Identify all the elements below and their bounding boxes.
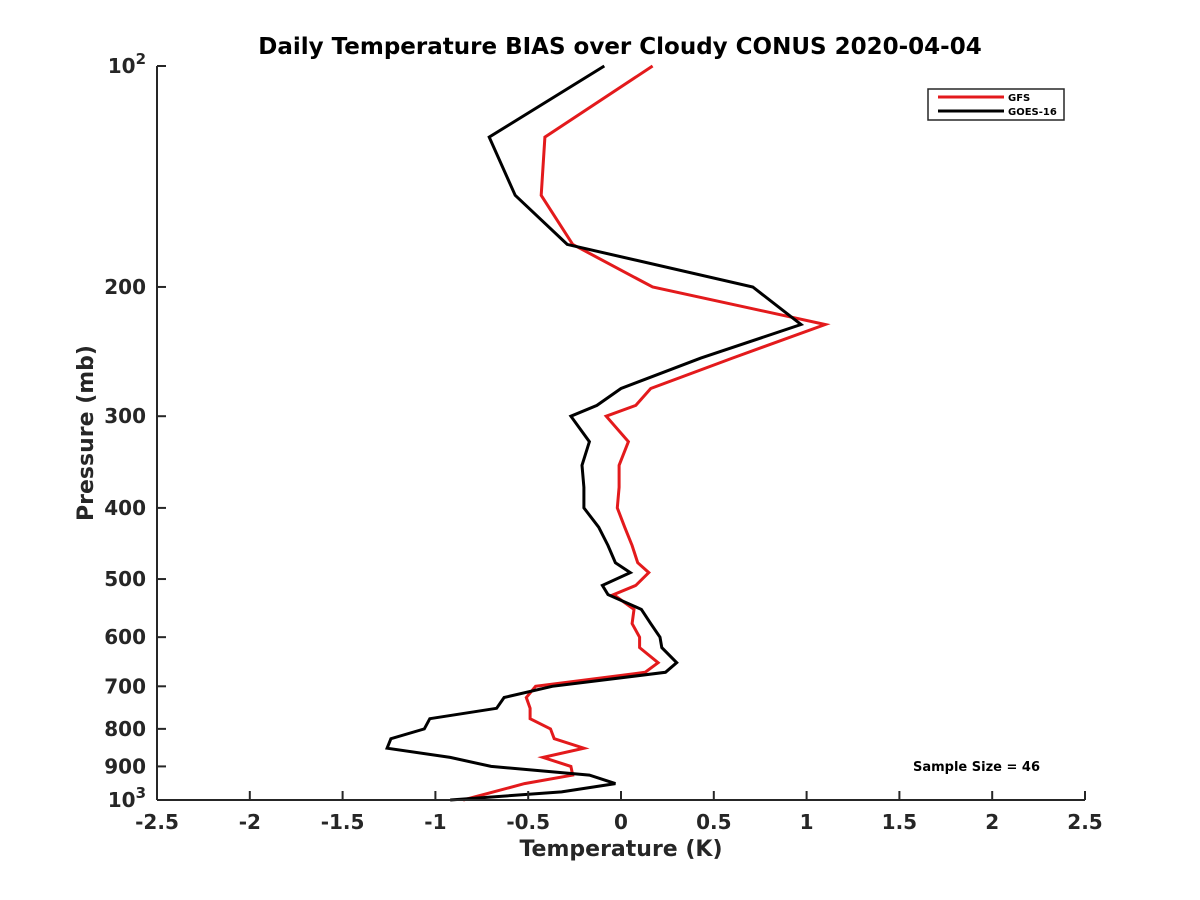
legend-label-goes-16: GOES-16 — [1008, 107, 1057, 118]
x-tick-label: 1.5 — [882, 810, 917, 834]
series-line-goes-16 — [385, 64, 805, 802]
y-tick-label: 900 — [104, 754, 146, 778]
x-axis-title: Temperature (K) — [519, 837, 722, 862]
y-tick-exponent: 3 — [136, 784, 146, 802]
y-tick-label: 400 — [104, 496, 146, 520]
y-axis-title: Pressure (mb) — [74, 345, 99, 521]
y-tick-label: 102 — [108, 50, 146, 78]
y-tick-label: 103 — [108, 784, 146, 812]
x-tick-label: -1 — [424, 810, 446, 834]
y-tick-label: 300 — [104, 404, 146, 428]
y-tick-base: 10 — [108, 54, 136, 78]
y-tick-label: 500 — [104, 567, 146, 591]
x-tick-label: 1 — [800, 810, 814, 834]
chart-title: Daily Temperature BIAS over Cloudy CONUS… — [258, 34, 981, 60]
y-tick-label: 700 — [104, 674, 146, 698]
series-line-gfs — [462, 64, 831, 802]
x-tick-label: 2.5 — [1067, 810, 1102, 834]
x-tick-label: 0 — [614, 810, 628, 834]
x-ticks: -2.5 -2 -1.5 -1 -0.5 0 0.5 1 1.5 2 2.5 — [135, 791, 1103, 834]
x-tick-label: -0.5 — [506, 810, 550, 834]
legend-label-gfs: GFS — [1008, 93, 1030, 104]
x-tick-label: -2.5 — [135, 810, 179, 834]
y-tick-label: 600 — [104, 625, 146, 649]
x-tick-label: -2 — [239, 810, 261, 834]
x-tick-label: 2 — [985, 810, 999, 834]
y-tick-exponent: 2 — [136, 50, 146, 68]
plot-area — [385, 64, 831, 802]
y-tick-base: 10 — [108, 788, 136, 812]
x-tick-label: -1.5 — [321, 810, 365, 834]
y-tick-label: 800 — [104, 717, 146, 741]
y-tick-label: 200 — [104, 275, 146, 299]
legend: GFS GOES-16 — [927, 88, 1065, 121]
sample-size-annotation: Sample Size = 46 — [913, 760, 1040, 775]
legend-box — [927, 88, 1065, 121]
x-tick-label: 0.5 — [696, 810, 731, 834]
